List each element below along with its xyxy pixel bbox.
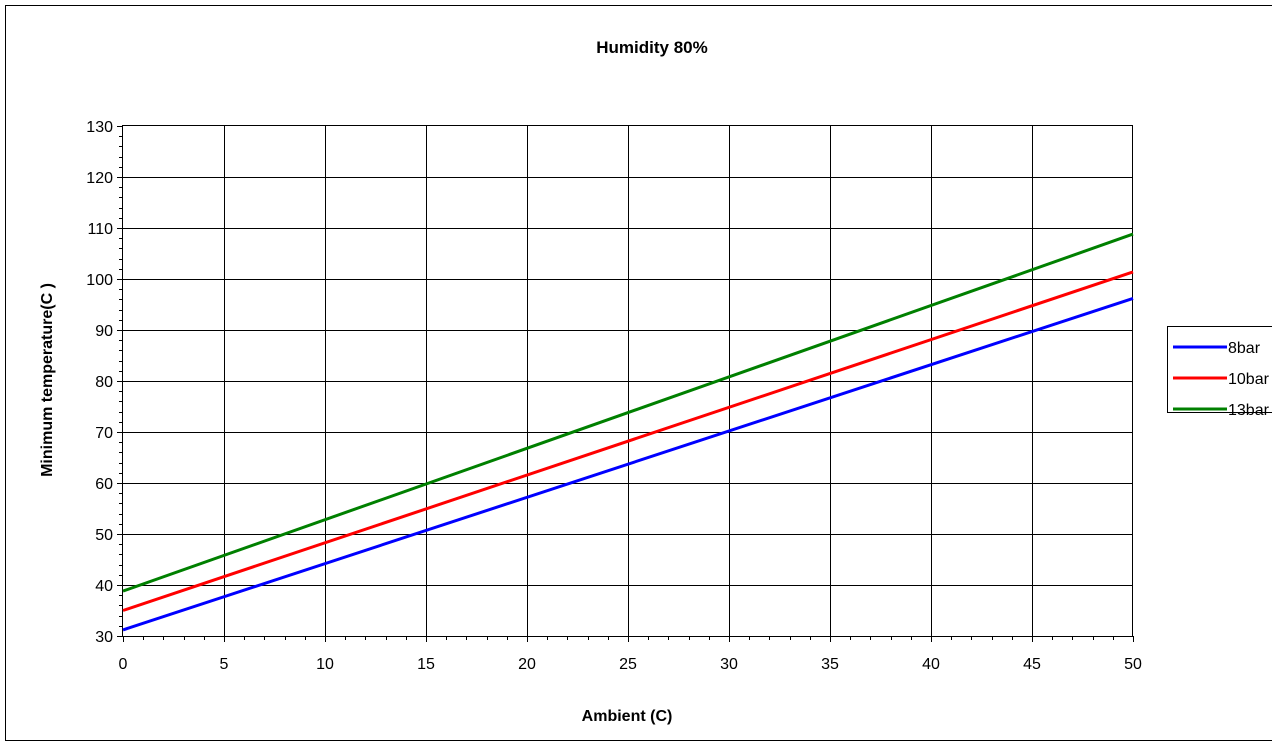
y-tick-label: 90 — [95, 323, 113, 340]
legend: 8bar 10bar 13bar — [1168, 327, 1272, 420]
x-tick-label: 35 — [821, 656, 839, 673]
y-tick-label: 110 — [87, 221, 113, 238]
y-tick-label: 60 — [95, 476, 113, 493]
x-tick-label: 45 — [1023, 656, 1041, 673]
x-tick-label: 30 — [720, 656, 738, 673]
x-tick-label: 40 — [922, 656, 940, 673]
legend-label-10bar: 10bar — [1228, 371, 1270, 388]
x-tick-label: 25 — [619, 656, 637, 673]
x-tick-label: 5 — [220, 656, 229, 673]
y-tick-label: 70 — [95, 425, 113, 442]
x-axis-title: Ambient (C) — [582, 708, 673, 725]
y-tick-label: 80 — [95, 374, 113, 391]
legend-label-8bar: 8bar — [1228, 340, 1261, 357]
y-tick-label: 100 — [86, 272, 113, 289]
y-tick-label: 130 — [86, 119, 113, 136]
y-tick-label: 50 — [95, 527, 113, 544]
y-axis-title: Minimum temperature(C ) — [39, 283, 56, 477]
chart-title: Humidity 80% — [596, 38, 707, 57]
chart-border — [6, 6, 1272, 741]
x-tick-label: 0 — [119, 656, 128, 673]
legend-label-13bar: 13bar — [1228, 402, 1270, 419]
y-tick-label: 40 — [95, 578, 113, 595]
x-tick-label: 20 — [518, 656, 536, 673]
y-tick-label: 120 — [86, 170, 113, 187]
y-tick-label: 30 — [95, 629, 113, 646]
x-tick-label: 15 — [417, 656, 435, 673]
x-tick-label: 10 — [316, 656, 334, 673]
x-tick-label: 50 — [1124, 656, 1142, 673]
